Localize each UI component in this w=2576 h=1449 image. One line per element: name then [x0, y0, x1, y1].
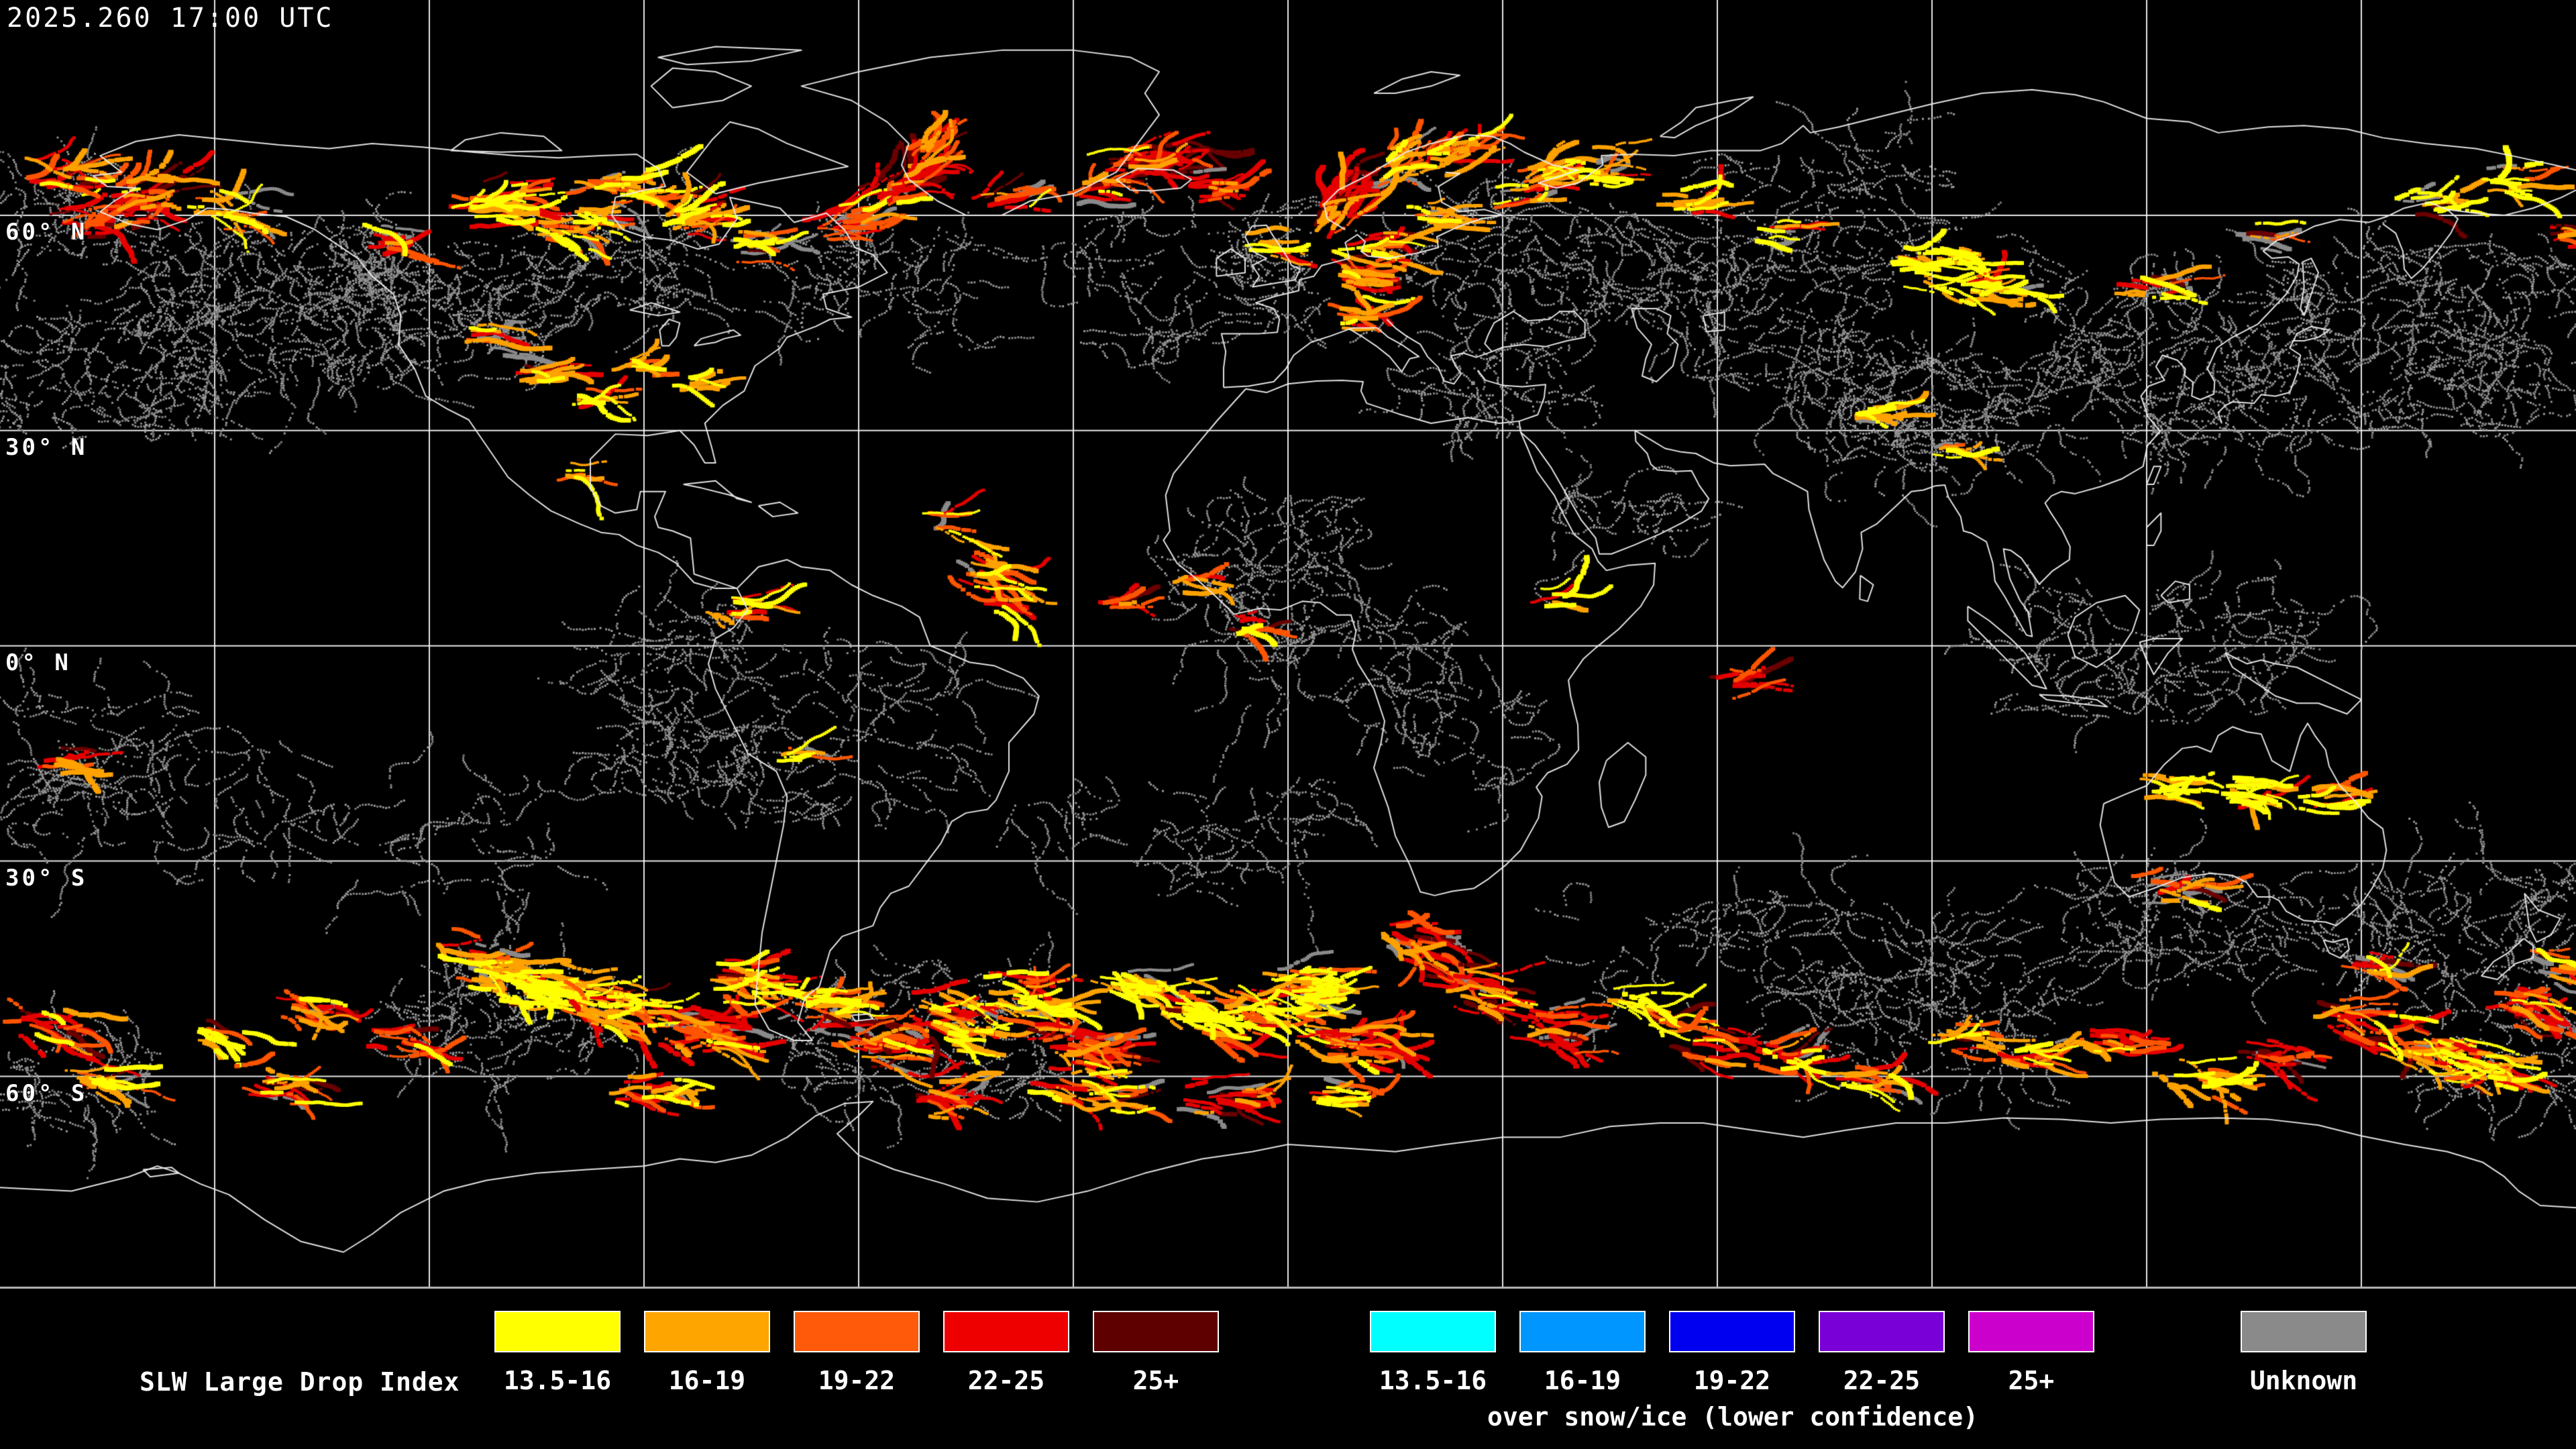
legend-swatch — [794, 1311, 920, 1352]
legend-snow-ice-caption: over snow/ice (lower confidence) — [1487, 1402, 1979, 1432]
legend-item-label: 19-22 — [1693, 1366, 1771, 1395]
timestamp-overlay: 2025.260 17:00 UTC — [7, 3, 334, 34]
legend-swatch — [1093, 1311, 1219, 1352]
legend-swatch — [1669, 1311, 1795, 1352]
legend-swatch-unknown — [2241, 1311, 2367, 1352]
legend-item-label: 19-22 — [818, 1366, 896, 1395]
latitude-label-0n: 0° N — [5, 649, 71, 676]
latitude-label-30n: 30° N — [5, 434, 88, 461]
legend-swatch — [494, 1311, 621, 1352]
legend-swatch — [644, 1311, 770, 1352]
legend-swatch — [943, 1311, 1069, 1352]
legend-item-label: 22-25 — [1843, 1366, 1921, 1395]
legend-item-label: 22-25 — [967, 1366, 1045, 1395]
latitude-label-60s: 60° S — [5, 1080, 88, 1107]
legend-title: SLW Large Drop Index — [140, 1367, 460, 1397]
latitude-label-30s: 30° S — [5, 865, 88, 892]
legend-item-label: 16-19 — [1544, 1366, 1621, 1395]
latitude-label-60n: 60° N — [5, 219, 88, 246]
legend-item-label: 25+ — [1132, 1366, 1179, 1395]
legend-unknown-label: Unknown — [2249, 1366, 2358, 1395]
legend-item-label: 13.5-16 — [1379, 1366, 1487, 1395]
legend-item-label: 16-19 — [668, 1366, 746, 1395]
legend-item-label: 25+ — [2008, 1366, 2055, 1395]
legend-swatch — [1819, 1311, 1945, 1352]
legend-swatch — [1968, 1311, 2094, 1352]
legend-swatch — [1370, 1311, 1496, 1352]
legend-item-label: 13.5-16 — [503, 1366, 612, 1395]
legend-swatch — [1519, 1311, 1646, 1352]
